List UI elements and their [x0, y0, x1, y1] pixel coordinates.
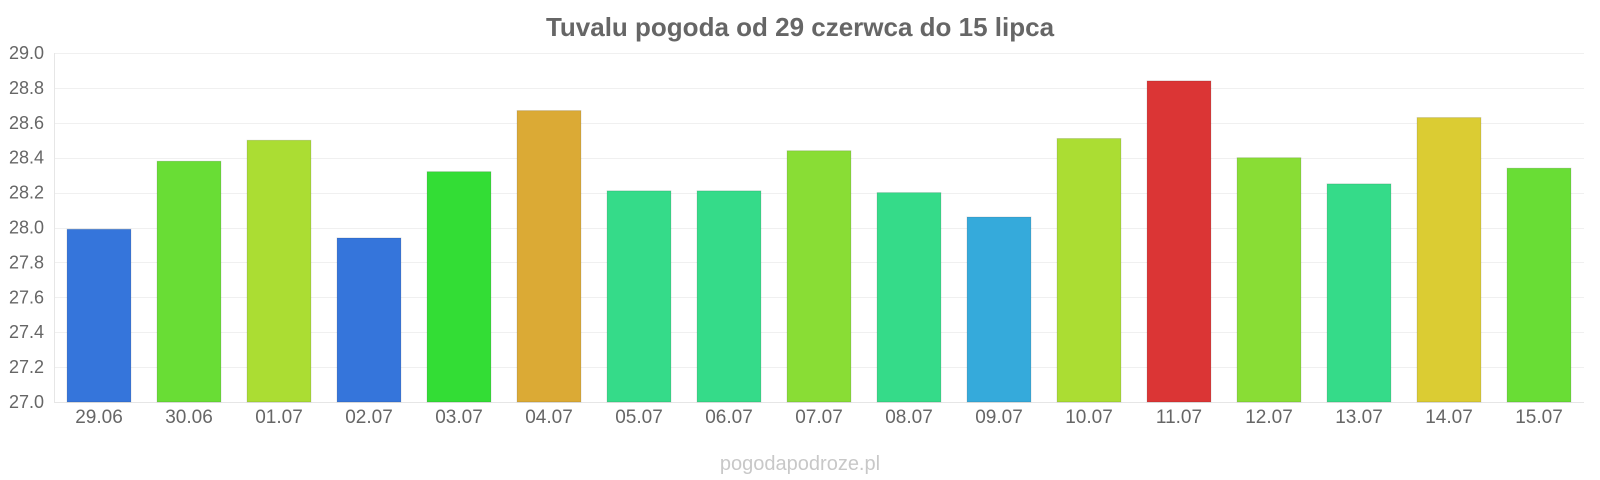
- y-tick-label: 27.0: [9, 392, 44, 412]
- x-tick-label: 01.07: [255, 407, 303, 428]
- bar: [1326, 183, 1392, 403]
- chart-title: Tuvalu pogoda od 29 czerwca do 15 lipca: [546, 12, 1055, 42]
- axes: [54, 53, 1584, 403]
- x-tick-label: 10.07: [1065, 407, 1113, 428]
- bar: [66, 228, 132, 403]
- x-tick-label: 14.07: [1425, 407, 1473, 428]
- x-tick-label: 06.07: [705, 407, 753, 428]
- x-tick-label: 29.06: [75, 407, 123, 428]
- bar: [696, 190, 762, 403]
- bar: [426, 171, 492, 403]
- y-tick-label: 29.0: [9, 43, 44, 63]
- x-tick-label: 02.07: [345, 407, 393, 428]
- bar: [966, 216, 1032, 403]
- y-tick-label: 27.8: [9, 252, 44, 272]
- x-tick-label: 07.07: [795, 407, 843, 428]
- bar: [786, 150, 852, 403]
- x-tick-label: 08.07: [885, 407, 933, 428]
- bar: [876, 192, 942, 403]
- y-tick-label: 27.6: [9, 287, 44, 307]
- bar: [1056, 138, 1122, 403]
- x-tick-label: 04.07: [525, 407, 573, 428]
- x-tick-label: 03.07: [435, 407, 483, 428]
- x-tick-label: 30.06: [165, 407, 213, 428]
- bar: [1236, 157, 1302, 403]
- bars: [66, 80, 1572, 403]
- x-axis-category-labels: 29.06 30.06 01.07 02.07 03.07 04.07 05.07 06.07…: [75, 407, 1563, 428]
- x-tick-label: 13.07: [1335, 407, 1383, 428]
- bar: [1506, 167, 1572, 403]
- bar: [516, 110, 582, 403]
- y-tick-label: 27.2: [9, 357, 44, 377]
- y-tick-label: 28.0: [9, 218, 44, 238]
- bar: [246, 139, 312, 403]
- bar: [1416, 117, 1482, 403]
- y-tick-label: 28.4: [9, 148, 44, 168]
- x-tick-label: 11.07: [1156, 407, 1202, 428]
- watermark: pogodapodroze.pl: [720, 453, 880, 475]
- y-tick-label: 27.4: [9, 322, 44, 342]
- x-tick-label: 09.07: [975, 407, 1023, 428]
- bar: [1146, 80, 1212, 403]
- y-tick-label: 28.6: [9, 113, 44, 133]
- x-tick-label: 15.07: [1515, 407, 1563, 428]
- bar: [336, 237, 402, 403]
- y-tick-label: 28.8: [9, 78, 44, 98]
- bar: [606, 190, 672, 403]
- x-tick-label: 05.07: [615, 407, 663, 428]
- bar: [156, 160, 222, 403]
- y-axis-tick-labels: 27.0 27.2 27.4 27.6 27.8 28.0 28.2 28.4 28.6 28.8…: [9, 43, 44, 412]
- x-tick-label: 12.07: [1245, 407, 1293, 428]
- y-tick-label: 28.2: [9, 183, 44, 203]
